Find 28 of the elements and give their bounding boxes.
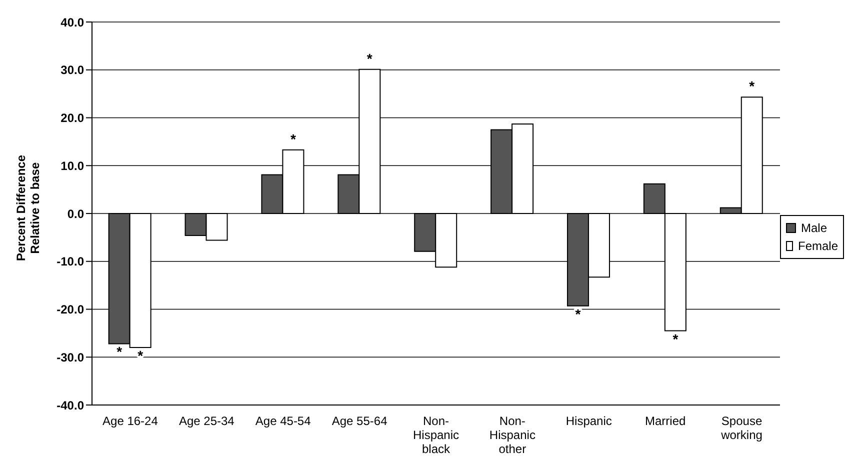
y-tick-label: -20.0 [56,302,84,317]
legend-label: Male [801,220,828,236]
x-tick-label: Age 16-24 [102,414,158,428]
x-tick-label: Spouse working [720,414,762,442]
legend-label: Female [798,238,838,254]
x-tick-label: Age 45-54 [255,414,312,428]
y-tick-label: 30.0 [60,63,84,78]
y-axis-title: Percent Difference Relative to base [14,154,42,262]
x-tick-label: Age 25-34 [178,414,235,428]
annotation: * [138,348,144,364]
annotation: * [290,130,296,147]
annotation: * [672,330,679,347]
y-tick-label: 20.0 [60,111,84,126]
annotation: * [116,344,123,360]
y-tick-label: 40.0 [60,15,84,30]
x-tick-label: Non-Hispanic other [489,414,536,456]
x-tick-label: Non-Hispanic black [412,414,460,456]
x-tick-label: Hispanic [566,414,612,428]
x-tick-label: Age 55-64 [332,414,388,428]
y-tick-label: 10.0 [60,158,84,173]
y-tick-label: -10.0 [56,254,84,269]
y-tick-label: -40.0 [56,398,84,412]
y-tick-label: -30.0 [56,350,84,364]
y-tick-label: 0.0 [67,206,84,221]
annotation: * [366,50,373,66]
x-tick-label: Married [644,414,686,428]
annotation: * [575,306,582,322]
annotation: * [749,78,756,94]
